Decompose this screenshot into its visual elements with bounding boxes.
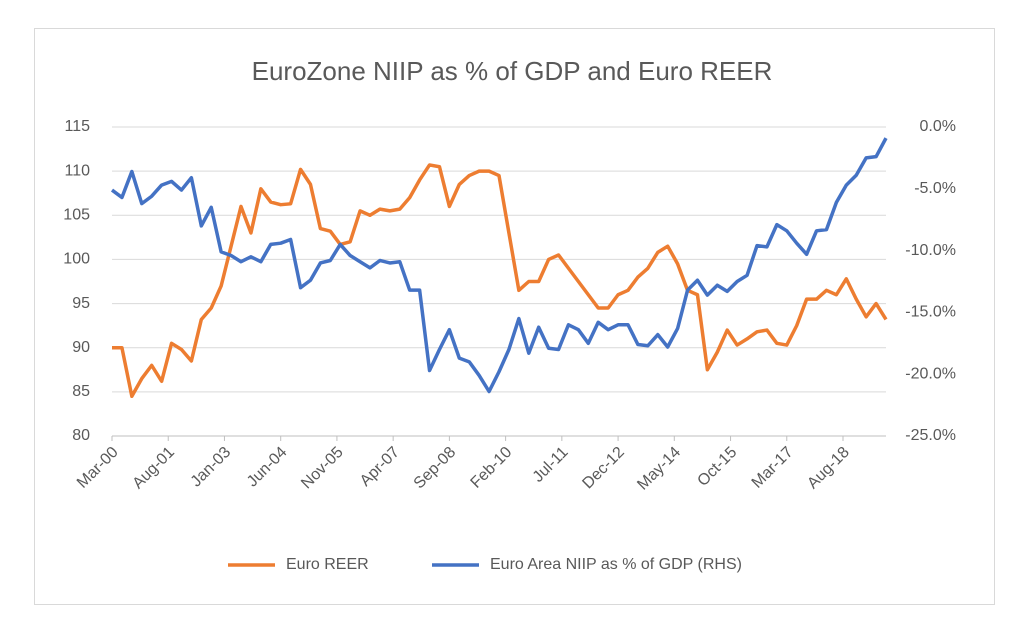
- y2-tick-label: 0.0%: [920, 118, 956, 135]
- series-line: [112, 163, 888, 399]
- y-tick-label: 100: [63, 251, 90, 268]
- legend-label: Euro REER: [286, 556, 369, 573]
- y-tick-label: 95: [72, 295, 90, 312]
- chart-frame: [34, 28, 995, 605]
- series-line: [110, 137, 888, 394]
- y-tick-label: 105: [63, 207, 90, 224]
- y2-tick-label: -15.0%: [905, 304, 956, 321]
- y-tick-label: 85: [72, 383, 90, 400]
- y-tick-label: 80: [72, 427, 90, 444]
- y-tick-label: 90: [72, 339, 90, 356]
- y-tick-label: 115: [64, 118, 90, 135]
- y2-tick-label: -25.0%: [905, 427, 956, 444]
- y-tick-label: 110: [64, 162, 90, 179]
- y2-tick-label: -10.0%: [905, 242, 956, 259]
- chart-title: EuroZone NIIP as % of GDP and Euro REER: [252, 56, 773, 86]
- legend-label: Euro Area NIIP as % of GDP (RHS): [490, 556, 742, 573]
- y2-tick-label: -20.0%: [905, 365, 956, 382]
- y2-tick-label: -5.0%: [914, 180, 956, 197]
